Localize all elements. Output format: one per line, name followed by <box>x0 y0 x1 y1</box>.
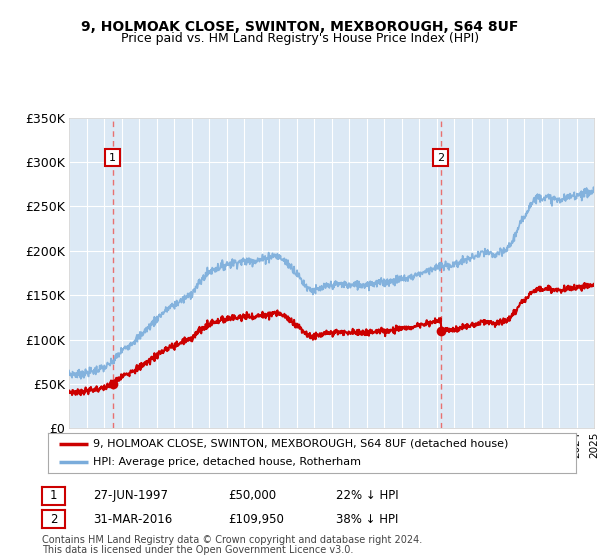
Text: 9, HOLMOAK CLOSE, SWINTON, MEXBOROUGH, S64 8UF (detached house): 9, HOLMOAK CLOSE, SWINTON, MEXBOROUGH, S… <box>93 439 508 449</box>
Text: £50,000: £50,000 <box>228 489 276 502</box>
Text: 38% ↓ HPI: 38% ↓ HPI <box>336 512 398 526</box>
Text: 1: 1 <box>109 152 116 162</box>
Text: Price paid vs. HM Land Registry's House Price Index (HPI): Price paid vs. HM Land Registry's House … <box>121 32 479 45</box>
Text: £109,950: £109,950 <box>228 512 284 526</box>
Text: 27-JUN-1997: 27-JUN-1997 <box>93 489 168 502</box>
Text: 2: 2 <box>437 152 445 162</box>
Text: 1: 1 <box>50 489 57 502</box>
Text: Contains HM Land Registry data © Crown copyright and database right 2024.: Contains HM Land Registry data © Crown c… <box>42 535 422 545</box>
Text: 31-MAR-2016: 31-MAR-2016 <box>93 512 172 526</box>
Text: HPI: Average price, detached house, Rotherham: HPI: Average price, detached house, Roth… <box>93 458 361 467</box>
Text: 22% ↓ HPI: 22% ↓ HPI <box>336 489 398 502</box>
Text: 9, HOLMOAK CLOSE, SWINTON, MEXBOROUGH, S64 8UF: 9, HOLMOAK CLOSE, SWINTON, MEXBOROUGH, S… <box>82 20 518 34</box>
Text: This data is licensed under the Open Government Licence v3.0.: This data is licensed under the Open Gov… <box>42 545 353 555</box>
Text: 2: 2 <box>50 512 57 526</box>
